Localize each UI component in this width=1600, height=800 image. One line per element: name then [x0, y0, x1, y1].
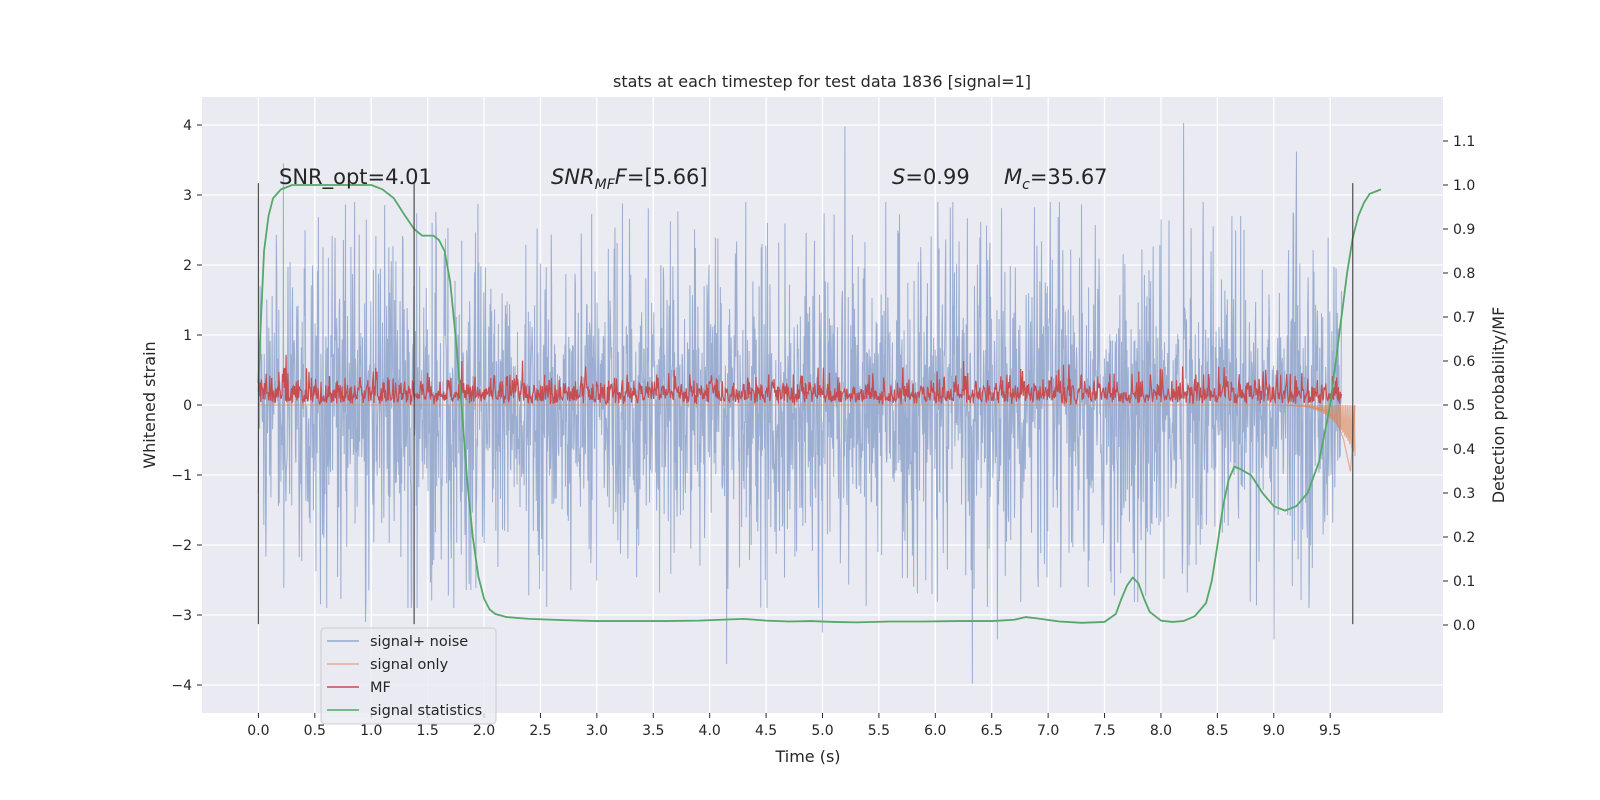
annotation-mc-suffix: =35.67 — [1030, 165, 1108, 189]
x-tick-label: 9.0 — [1263, 723, 1285, 739]
annotation-snr-mf-sub: MF — [595, 177, 616, 193]
x-tick-label: 3.5 — [642, 723, 664, 739]
annotation-mc-prefix: M — [1004, 165, 1022, 189]
legend-label-signal-statistics: signal statistics — [370, 703, 482, 719]
y2-tick-label: 0.3 — [1453, 486, 1475, 502]
x-tick-label: 8.0 — [1150, 723, 1172, 739]
y2-tick-label: 0.2 — [1453, 530, 1475, 546]
data-layer — [257, 122, 1382, 684]
y-tick-label: 0 — [183, 398, 192, 414]
x-tick-label: 8.5 — [1206, 723, 1228, 739]
legend-box — [320, 627, 497, 725]
y2-tick-label: 1.1 — [1453, 134, 1475, 150]
series-mf-line — [257, 354, 1343, 406]
y2-tick-label: 0.1 — [1453, 574, 1475, 590]
x-tick-label: 0.0 — [247, 723, 269, 739]
chart-title: stats at each timestep for test data 183… — [613, 72, 1031, 91]
y-tick-label: 1 — [183, 328, 192, 344]
y2-tick-label: 0.4 — [1453, 442, 1475, 458]
x-tick-label: 0.5 — [304, 723, 326, 739]
x-tick-label: 3.0 — [586, 723, 608, 739]
x-tick-label: 6.5 — [981, 723, 1003, 739]
y2-tick-label: 0.5 — [1453, 398, 1475, 414]
annotation-snr-mf-f: F — [615, 165, 628, 189]
y-tick-label: 3 — [183, 188, 192, 204]
annotation-snr-opt: SNR_opt=4.01 — [279, 165, 432, 190]
x-tick-label: 4.0 — [699, 723, 721, 739]
y-tick-label: −1 — [171, 468, 192, 484]
legend-label-signal-noise: signal+ noise — [370, 634, 468, 650]
y-tick-label: −3 — [171, 608, 192, 624]
annotation-snr-mf-prefix: SNR — [551, 165, 595, 189]
legend-label-mf: MF — [370, 680, 391, 696]
x-tick-label: 6.0 — [924, 723, 946, 739]
x-axis-label: Time (s) — [774, 747, 840, 766]
x-tick-label: 7.0 — [1037, 723, 1059, 739]
y-axis-label: Whitened strain — [140, 341, 159, 468]
y2-tick-label: 0.0 — [1453, 618, 1475, 634]
x-tick-label: 1.5 — [417, 723, 439, 739]
x-tick-label: 5.0 — [811, 723, 833, 739]
y2-tick-label: 0.9 — [1453, 222, 1475, 238]
x-tick-label: 7.5 — [1093, 723, 1115, 739]
y-tick-label: 2 — [183, 258, 192, 274]
y2-tick-label: 1.0 — [1453, 178, 1475, 194]
y2-tick-label: 0.6 — [1453, 354, 1475, 370]
annotation-snr-mf-suffix: =[5.66] — [627, 165, 708, 189]
annotation-s-prefix: S — [892, 165, 905, 189]
x-tick-label: 2.0 — [473, 723, 495, 739]
axis-layer: 0.0 0.5 1.0 1.5 2.0 2.5 3.0 3.5 4.0 4.5 5.0 5.5 6.0 6… — [171, 118, 1475, 739]
annotation-s: S=0.99 — [892, 165, 970, 189]
annotation-mc-sub: c — [1022, 177, 1030, 193]
legend: signal+ noise signal only MF signal stat… — [320, 627, 497, 725]
annotation-snr-mf: SNRMFF=[5.66] — [551, 165, 708, 193]
series-signal-statistics-line — [257, 184, 1382, 624]
y2-axis-label: Detection probability/MF — [1489, 307, 1508, 504]
annotation-mc: Mc=35.67 — [1004, 165, 1108, 193]
y2-tick-label: 0.7 — [1453, 310, 1475, 326]
series-signal-noise-line — [257, 122, 1342, 684]
y-tick-label: −4 — [171, 678, 192, 694]
series-signal-only-chirp — [1285, 402, 1356, 457]
annotation-s-suffix: =0.99 — [905, 165, 969, 189]
y-tick-label: −2 — [171, 538, 192, 554]
y2-tick-label: 0.8 — [1453, 266, 1475, 282]
y-tick-label: 4 — [183, 118, 192, 134]
x-tick-label: 5.5 — [868, 723, 890, 739]
x-tick-label: 1.0 — [360, 723, 382, 739]
x-tick-label: 2.5 — [529, 723, 551, 739]
x-tick-label: 9.5 — [1319, 723, 1341, 739]
x-tick-label: 4.5 — [755, 723, 777, 739]
legend-label-signal-only: signal only — [370, 657, 449, 673]
